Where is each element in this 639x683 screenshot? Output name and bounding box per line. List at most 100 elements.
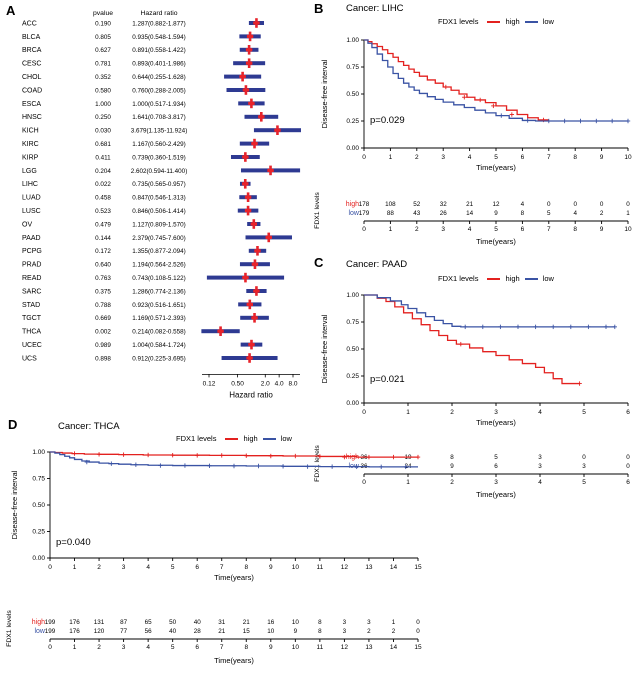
svg-text:1: 1 [73, 644, 77, 651]
svg-text:21: 21 [218, 628, 226, 635]
svg-text:0.760(0.288-2.005): 0.760(0.288-2.005) [132, 87, 186, 94]
svg-text:7: 7 [220, 564, 224, 571]
svg-text:3: 3 [494, 409, 498, 416]
svg-text:0: 0 [416, 628, 420, 635]
svg-text:0: 0 [416, 619, 420, 626]
svg-text:0: 0 [626, 454, 630, 461]
svg-text:65: 65 [145, 619, 153, 626]
svg-text:2: 2 [97, 644, 101, 651]
svg-text:0.893(0.401-1.986): 0.893(0.401-1.986) [132, 61, 186, 68]
svg-text:2: 2 [367, 628, 371, 635]
svg-text:11: 11 [316, 644, 323, 651]
svg-text:0.640: 0.640 [95, 262, 111, 269]
svg-text:14: 14 [466, 210, 474, 217]
svg-text:Hazard ratio: Hazard ratio [140, 10, 177, 17]
svg-text:1.169(0.571-2.393): 1.169(0.571-2.393) [132, 315, 186, 322]
svg-text:BRCA: BRCA [22, 47, 42, 54]
svg-text:5: 5 [582, 409, 586, 416]
svg-text:2: 2 [97, 564, 101, 571]
svg-text:8: 8 [318, 628, 322, 635]
svg-text:9: 9 [600, 154, 604, 161]
svg-text:26: 26 [440, 210, 448, 217]
svg-text:4: 4 [146, 644, 150, 651]
svg-text:0.479: 0.479 [95, 221, 111, 228]
svg-text:5: 5 [494, 226, 498, 233]
svg-text:9: 9 [600, 226, 604, 233]
svg-text:0: 0 [582, 454, 586, 461]
legend-key-high-icon [225, 437, 239, 440]
svg-text:16: 16 [267, 619, 275, 626]
svg-text:11: 11 [316, 564, 323, 571]
svg-text:CHOL: CHOL [22, 74, 42, 81]
svg-text:UCS: UCS [22, 355, 37, 362]
svg-text:Time(years): Time(years) [476, 163, 516, 172]
svg-text:high: high [346, 454, 359, 461]
legend-title: FDX1 levels [438, 274, 479, 283]
svg-text:ACC: ACC [22, 20, 37, 27]
svg-text:Time(years): Time(years) [214, 573, 254, 582]
svg-text:6: 6 [494, 463, 498, 470]
svg-text:1.286(0.774-2.136): 1.286(0.774-2.136) [132, 288, 186, 295]
svg-text:12: 12 [492, 201, 500, 208]
svg-text:UCEC: UCEC [22, 342, 42, 349]
svg-text:0.00: 0.00 [346, 145, 359, 152]
svg-text:1: 1 [392, 619, 396, 626]
svg-text:176: 176 [69, 628, 80, 635]
svg-text:2: 2 [600, 210, 604, 217]
svg-text:4: 4 [573, 210, 577, 217]
svg-text:3: 3 [538, 454, 542, 461]
panel-b-title: Cancer: LIHC [346, 3, 404, 14]
svg-text:77: 77 [120, 628, 128, 635]
svg-text:3: 3 [367, 619, 371, 626]
panel-c-pvalue: p=0.021 [370, 374, 405, 385]
svg-text:ESCA: ESCA [22, 101, 41, 108]
svg-text:0: 0 [573, 201, 577, 208]
panel-c-legend: FDX1 levels high low [364, 275, 628, 283]
svg-text:0.00: 0.00 [32, 555, 45, 562]
svg-text:PAAD: PAAD [22, 235, 41, 242]
svg-text:KICH: KICH [22, 128, 39, 135]
svg-text:Time(years): Time(years) [476, 490, 516, 499]
legend-label-low: low [542, 274, 554, 283]
panel-b-pvalue: p=0.029 [370, 115, 405, 126]
svg-text:0.523: 0.523 [95, 208, 111, 215]
svg-text:3: 3 [122, 564, 126, 571]
svg-text:4.0: 4.0 [275, 380, 284, 387]
svg-text:TGCT: TGCT [22, 315, 42, 322]
svg-text:199: 199 [45, 628, 56, 635]
panel-d-legend: FDX1 levels high low [50, 435, 418, 443]
svg-text:13: 13 [365, 644, 373, 651]
svg-text:LUSC: LUSC [22, 208, 41, 215]
svg-text:4: 4 [521, 201, 525, 208]
svg-text:3: 3 [538, 463, 542, 470]
svg-text:1.000(0.517-1.934): 1.000(0.517-1.934) [132, 101, 186, 108]
svg-text:COAD: COAD [22, 87, 42, 94]
svg-text:6: 6 [626, 479, 630, 486]
svg-text:Disease-free interval: Disease-free interval [320, 314, 329, 383]
svg-text:10: 10 [267, 628, 275, 635]
svg-text:15: 15 [414, 644, 422, 651]
panel-c-km-paad: 0.00 0.25 0.50 0.75 1.00 0 1 2 3 4 5 6 Time(years) Di… [312, 253, 639, 505]
svg-text:6: 6 [195, 644, 199, 651]
svg-text:3: 3 [343, 628, 347, 635]
svg-text:8: 8 [573, 154, 577, 161]
svg-text:1.287(0.882-1.877): 1.287(0.882-1.877) [132, 20, 186, 27]
svg-text:0: 0 [600, 201, 604, 208]
svg-text:0.781: 0.781 [95, 61, 111, 68]
svg-text:6: 6 [195, 564, 199, 571]
svg-text:OV: OV [22, 221, 32, 228]
svg-text:Disease-free interval: Disease-free interval [10, 470, 19, 539]
panel-a-forest: A pvalue Hazard ratio ACC 0.190 1.287(0.882-… [6, 2, 312, 416]
svg-text:4: 4 [468, 154, 472, 161]
panel-d-km-thca: 0.00 0.25 0.50 0.75 1.00 0 1 2 3 4 5 6 7 8 9 10 11 12 13 14… [4, 418, 436, 683]
svg-text:8: 8 [521, 210, 525, 217]
svg-text:LUAD: LUAD [22, 195, 41, 202]
svg-text:50: 50 [169, 619, 177, 626]
legend-label-high: high [243, 434, 258, 443]
legend-title: FDX1 levels [176, 434, 217, 443]
svg-text:21: 21 [243, 619, 251, 626]
svg-text:KIRC: KIRC [22, 141, 39, 148]
svg-text:Time(years): Time(years) [214, 656, 254, 665]
svg-text:1.355(0.877-2.094): 1.355(0.877-2.094) [132, 248, 186, 255]
